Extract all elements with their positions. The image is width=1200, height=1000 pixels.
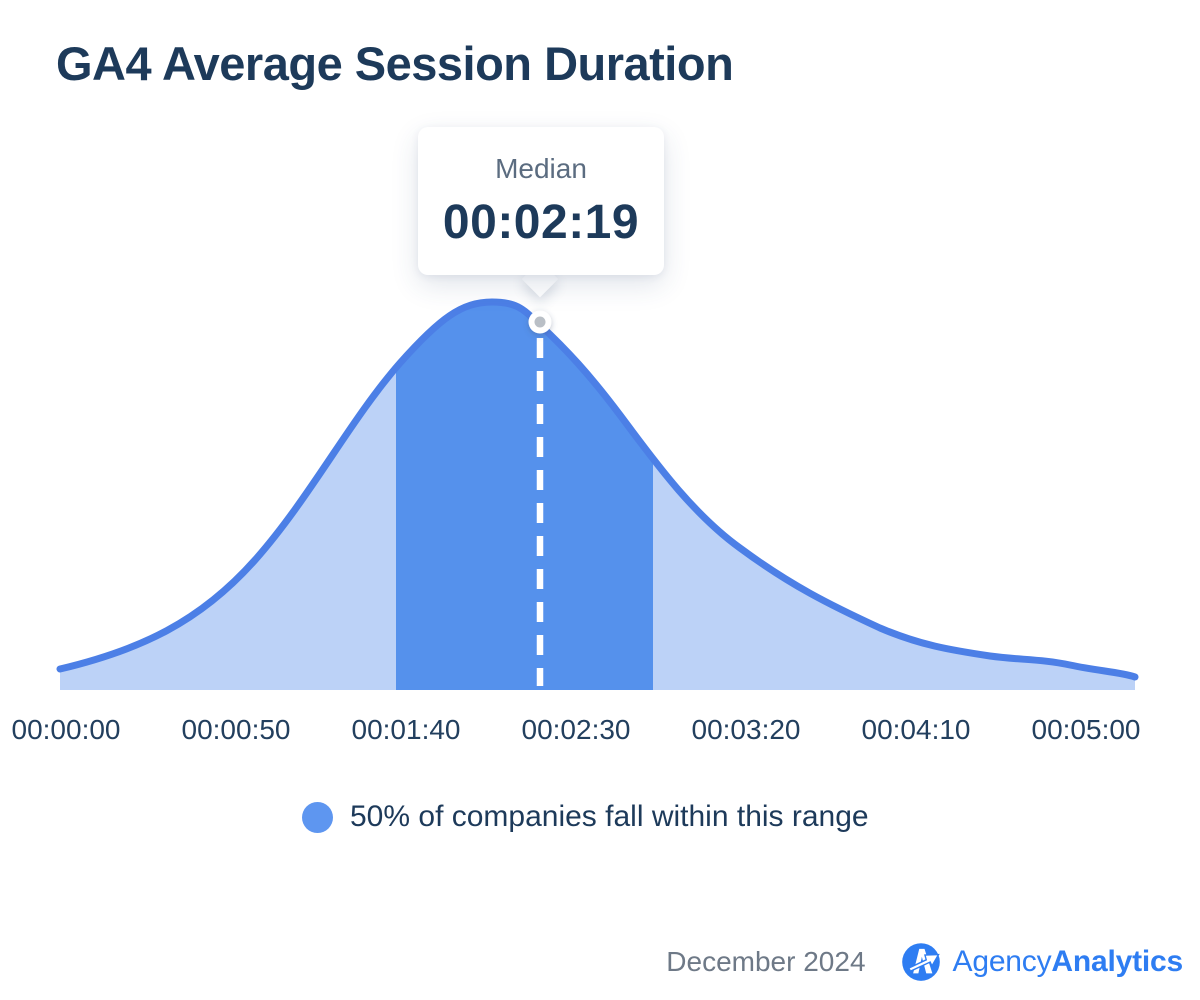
legend: 50% of companies fall within this range <box>302 800 869 834</box>
median-marker[interactable] <box>528 310 552 334</box>
page-title: GA4 Average Session Duration <box>56 37 734 90</box>
brand-name-analytics: Analytics <box>1051 945 1183 978</box>
median-callout-value: 00:02:19 <box>442 195 640 249</box>
brand-name: AgencyAnalytics <box>952 945 1184 979</box>
x-tick-4: 00:03:20 <box>691 714 801 745</box>
legend-dot-icon <box>302 801 333 833</box>
legend-text: 50% of companies fall within this range <box>350 800 869 833</box>
distribution-area-highlight-50pct <box>396 302 653 690</box>
median-callout-label: Median <box>495 152 587 184</box>
x-tick-0: 00:00:00 <box>11 714 121 745</box>
x-tick-2: 00:01:40 <box>351 714 461 745</box>
x-tick-6: 00:05:00 <box>1031 714 1141 745</box>
x-tick-1: 00:00:50 <box>181 714 291 745</box>
footer: December 2024 AgencyAnalytics <box>666 941 1183 983</box>
distribution-curve-stroke <box>56 298 1139 681</box>
x-tick-5: 00:04:10 <box>861 714 971 745</box>
median-callout: Median 00:02:19 <box>418 127 664 275</box>
brand-name-agency: Agency <box>952 945 1052 978</box>
agency-analytics-logo-icon <box>901 943 940 981</box>
footer-date: December 2024 <box>666 946 866 977</box>
x-tick-3: 00:02:30 <box>521 714 631 745</box>
brand-lockup: AgencyAnalytics <box>900 941 1183 983</box>
